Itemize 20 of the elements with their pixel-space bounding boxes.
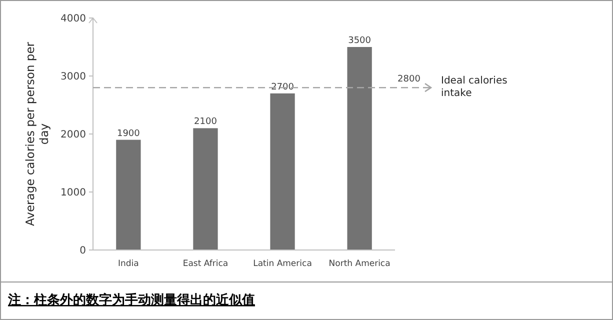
text: 注：柱条外的数字为手动测量得出的近似值 (7, 292, 255, 308)
data-label: 3500 (348, 36, 372, 46)
data-label: 2100 (194, 117, 218, 128)
y-tick-label: 1000 (60, 188, 86, 198)
y-tick-label: 3000 (60, 72, 86, 82)
x-tick-label: North America (328, 259, 390, 269)
y-tick-label: 0 (80, 246, 86, 256)
data-label: 1900 (116, 128, 140, 139)
bar (270, 93, 295, 250)
bar (347, 47, 372, 250)
ref-line-label: Ideal calories intake (441, 76, 508, 100)
y-tick-label: 2000 (60, 130, 86, 140)
x-tick-label: Latin America (253, 259, 312, 269)
x-tick-label: East Africa (182, 259, 228, 269)
y-axis-title: Average calories per person per day (23, 42, 51, 226)
bar (193, 128, 218, 250)
y-tick-label: 4000 (60, 14, 86, 24)
annotation: 2800 (398, 74, 421, 85)
bar (116, 140, 141, 250)
x-tick-label: India (118, 259, 139, 269)
